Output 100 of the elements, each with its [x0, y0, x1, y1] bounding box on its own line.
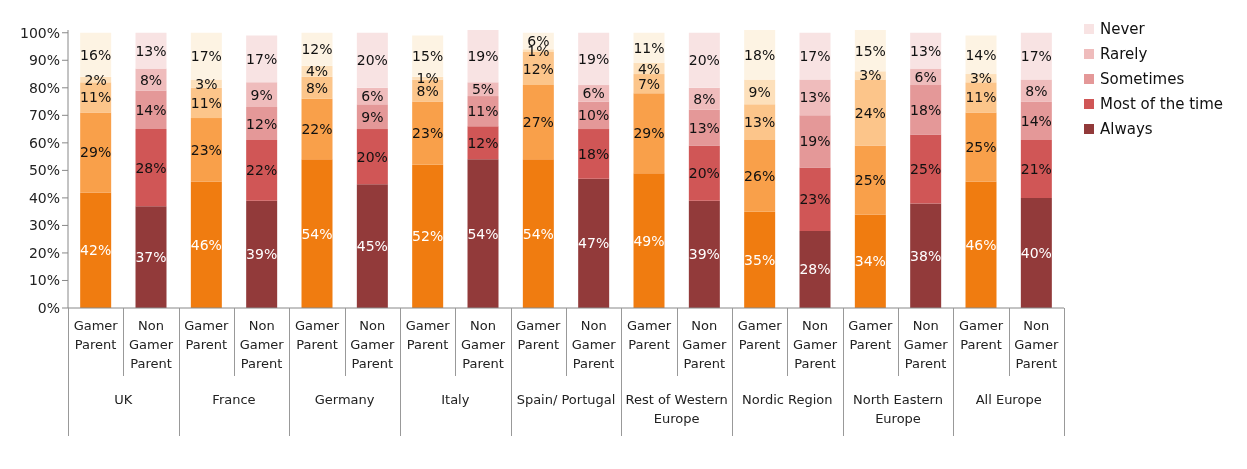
x-tick-label: Non Gamer Parent [239, 318, 285, 371]
data-label: 28% [135, 159, 167, 176]
bar [633, 93, 665, 174]
bar [688, 200, 720, 308]
bar [799, 230, 831, 308]
bar [1020, 32, 1052, 80]
data-label: 13% [799, 89, 831, 106]
data-label: 17% [190, 48, 222, 65]
data-label: 46% [965, 236, 997, 253]
bar [1020, 197, 1052, 308]
data-label: 37% [135, 249, 167, 266]
text: All Europe [974, 391, 1043, 409]
x-tick-label: Non Gamer Parent [460, 318, 506, 371]
text: UK [113, 391, 134, 409]
data-label: 34% [854, 253, 886, 270]
y-tick-label: 60% [28, 134, 60, 151]
bar [522, 159, 554, 308]
data-label: 25% [910, 161, 942, 177]
text: Italy [440, 391, 471, 409]
data-label: 54% [467, 225, 499, 242]
x-tick-label: Gamer Parent [405, 318, 451, 352]
data-label: 21% [1020, 161, 1052, 177]
data-label: 52% [412, 228, 444, 245]
bar [356, 184, 388, 308]
data-label: 45% [356, 238, 388, 255]
legend-label: Sometimes [1100, 69, 1185, 88]
data-label: 46% [190, 236, 222, 253]
x-tick-label: Gamer Parent [626, 318, 672, 352]
bar [246, 200, 278, 308]
data-label: 8% [139, 71, 163, 88]
x-tick-label: Gamer Parent [73, 318, 119, 352]
y-tick-label: 80% [28, 79, 60, 96]
data-label: 38% [910, 247, 942, 264]
data-label: 6% [914, 68, 937, 85]
data-label: 27% [522, 114, 554, 131]
x-tick-label: Non Gamer Parent [1014, 318, 1060, 371]
data-label: 19% [799, 133, 831, 150]
x-tick-label: Non Gamer Parent [682, 318, 728, 371]
text: Nordic Region [741, 391, 834, 409]
legend-label: Always [1100, 119, 1153, 138]
data-label: 13% [135, 42, 167, 59]
text: Germany [313, 391, 376, 409]
bar [467, 159, 499, 308]
data-label: 29% [80, 144, 112, 161]
y-tick-label: 30% [28, 217, 60, 234]
bar [854, 214, 886, 308]
data-label: 7% [637, 75, 661, 92]
data-label: 28% [799, 261, 831, 278]
data-label: 49% [633, 232, 665, 249]
data-label: 13% [688, 119, 720, 136]
bar [799, 167, 831, 231]
bar [578, 129, 610, 179]
bar [80, 112, 112, 193]
text: France [211, 391, 257, 409]
data-label: 17% [799, 48, 831, 65]
data-label: 54% [301, 225, 333, 242]
bar [412, 101, 444, 165]
x-tick-label: Non Gamer Parent [571, 318, 617, 371]
data-label: 12% [246, 115, 278, 132]
data-label: 11% [467, 103, 499, 120]
x-tick-label: Gamer Parent [958, 318, 1004, 352]
data-label: 12% [301, 41, 333, 58]
data-label: 16% [80, 46, 112, 63]
bar [301, 159, 333, 308]
bar [910, 203, 942, 308]
data-label: 23% [799, 191, 831, 208]
bar [246, 140, 278, 201]
bar [80, 192, 112, 308]
data-label: 6% [361, 88, 384, 105]
data-label: 17% [1020, 48, 1052, 65]
data-label: 8% [693, 90, 716, 107]
data-label: 42% [80, 242, 112, 259]
legend-label: Most of the time [1100, 94, 1224, 113]
y-tick-label: 10% [28, 272, 60, 289]
data-label: 9% [250, 86, 273, 103]
data-label: 18% [910, 101, 942, 118]
x-tick-label: Non Gamer Parent [903, 318, 949, 371]
bar [578, 178, 610, 308]
data-label: 22% [301, 121, 333, 138]
data-label: 25% [854, 172, 886, 189]
y-tick-label: 90% [28, 52, 60, 69]
text: Rest of Western Europe [625, 391, 728, 428]
bar [854, 145, 886, 215]
text: North Eastern Europe [852, 391, 944, 428]
data-label: 40% [1020, 244, 1052, 261]
data-label: 29% [633, 125, 665, 142]
data-label: 6% [582, 85, 605, 102]
y-tick-label: 50% [28, 162, 60, 179]
y-tick-label: 0% [37, 299, 60, 316]
data-label: 4% [637, 60, 661, 77]
y-tick-label: 20% [28, 244, 60, 261]
bar [744, 140, 776, 212]
bar [744, 211, 776, 308]
data-label: 19% [578, 50, 610, 67]
x-tick-label: Gamer Parent [737, 318, 783, 352]
data-label: 11% [80, 89, 112, 106]
bar [799, 115, 831, 168]
x-tick-label: Gamer Parent [294, 318, 340, 352]
data-label: 25% [965, 138, 997, 155]
bar [910, 85, 942, 135]
